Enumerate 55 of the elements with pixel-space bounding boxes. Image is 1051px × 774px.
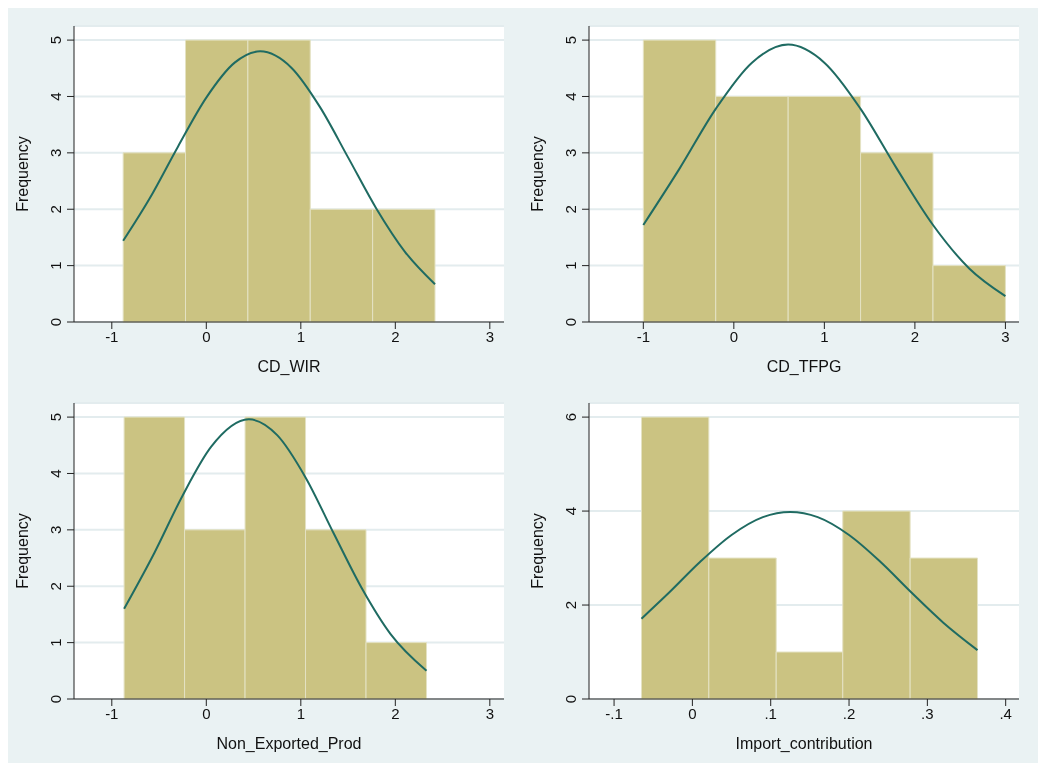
y-tick-label: 2 [47,205,64,214]
y-tick-label: 4 [562,506,579,516]
y-tick-label: 0 [562,317,579,327]
y-tick-label: 3 [562,148,579,158]
x-tick-label: 2 [391,704,400,722]
line-series [642,43,1007,298]
y-tick-label: 0 [47,317,64,327]
x-tick-label: 3 [485,704,494,722]
line-series [123,418,428,672]
y-tick-label: 2 [562,600,579,610]
x-tick-label: -1 [105,704,119,722]
y-axis-title: Frequency [528,513,546,589]
y-tick-label: 4 [47,92,64,101]
x-tick-label: 1 [820,327,829,345]
y-tick-label: 0 [47,694,64,704]
x-tick-label: 3 [485,327,494,345]
x-axis-title: Import_contribution [735,735,873,753]
y-tick-label: 6 [562,412,579,422]
y-tick-label: 2 [47,582,64,591]
y-axis-title: Frequency [528,136,546,212]
y-tick-label: 4 [562,92,579,101]
x-tick-label: .1 [764,704,777,722]
x-tick-label: 0 [688,704,697,722]
y-tick-label: 1 [562,261,579,270]
x-tick-label: 3 [1001,327,1010,345]
y-tick-label: 2 [562,205,579,214]
y-tick-label: 3 [47,148,64,158]
y-tick-label: 5 [47,412,64,422]
y-tick-label: 3 [47,525,64,535]
y-tick-label: 1 [47,261,64,270]
x-tick-label: 2 [910,327,920,345]
y-axis-title: Frequency [13,136,31,212]
y-tick-label: 4 [47,469,64,478]
x-tick-label: .3 [921,704,934,722]
y-tick-label: 5 [47,35,64,45]
y-tick-label: 0 [562,694,579,704]
line-series [122,50,437,286]
x-axis-title: CD_WIR [257,358,321,376]
x-axis-title: CD_TFPG [766,358,842,376]
y-axis-title: Frequency [13,513,31,589]
x-tick-label: 0 [729,327,739,345]
x-tick-label: -1 [636,327,650,345]
x-tick-label: 0 [202,327,211,345]
y-tick-label: 5 [562,35,579,45]
x-tick-label: 2 [391,327,400,345]
x-tick-label: -.1 [605,704,623,722]
y-tick-label: 1 [47,638,64,647]
x-tick-label: .4 [999,704,1012,722]
x-tick-label: 1 [296,327,305,345]
x-tick-label: .2 [842,704,856,722]
x-axis-title: Non_Exported_Prod [216,735,362,753]
x-tick-label: -1 [105,327,119,345]
x-tick-label: 0 [202,704,211,722]
line-series [640,511,979,652]
x-tick-label: 1 [296,704,305,722]
